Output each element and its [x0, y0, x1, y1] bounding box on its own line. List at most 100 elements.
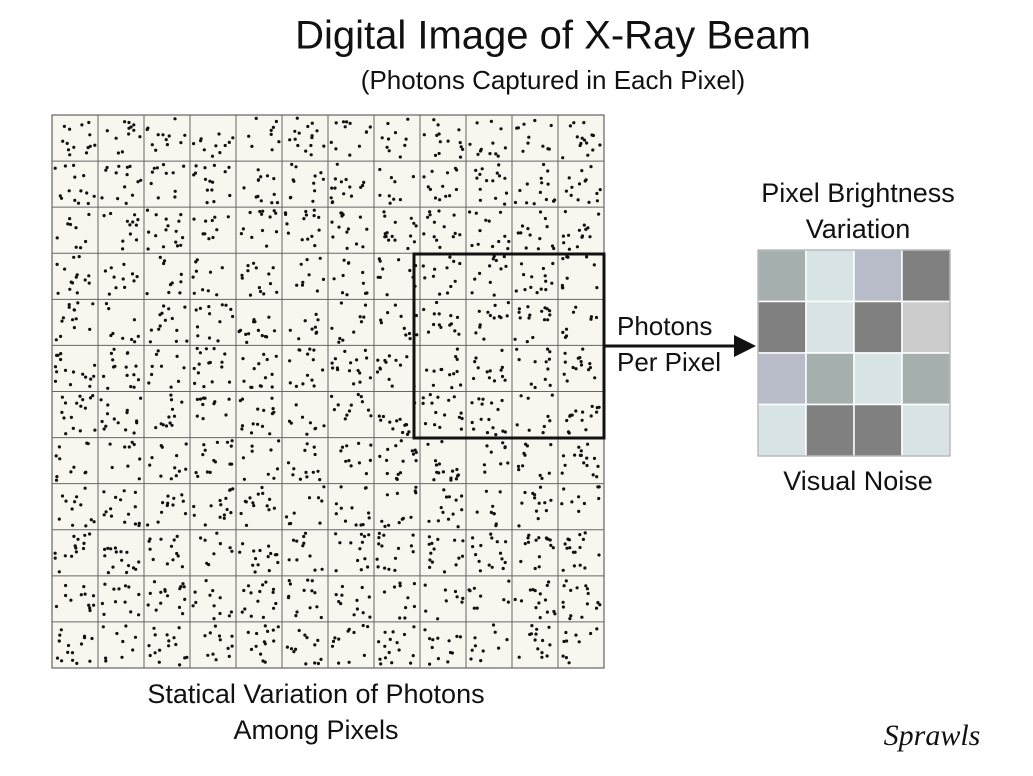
photon [227, 614, 231, 618]
photon [256, 178, 261, 182]
photon [218, 596, 222, 600]
photon [230, 549, 234, 553]
photon [175, 328, 179, 332]
photon [545, 610, 550, 614]
photon [563, 351, 567, 355]
photon [575, 245, 580, 249]
photon [162, 304, 166, 308]
photon [436, 395, 440, 399]
photon [548, 383, 552, 387]
photon [135, 419, 139, 423]
photon [116, 421, 120, 425]
photon [454, 498, 458, 502]
photon [244, 523, 249, 528]
photon [252, 504, 256, 508]
photon [338, 336, 342, 341]
photon [444, 599, 448, 603]
photon [132, 123, 136, 127]
photon [178, 663, 182, 667]
photon [319, 615, 323, 620]
photon [378, 259, 382, 263]
photon [125, 165, 129, 169]
photon [173, 189, 177, 193]
photon [588, 362, 592, 366]
photon [272, 476, 276, 480]
photon [518, 188, 522, 193]
photon [376, 275, 380, 279]
photon [127, 585, 131, 589]
photon [345, 444, 349, 448]
photon [294, 403, 298, 407]
photon [109, 333, 113, 338]
photon [455, 595, 459, 599]
photon [309, 143, 313, 148]
photon [525, 340, 529, 344]
photon [478, 187, 482, 191]
photon [507, 579, 511, 583]
photon [76, 537, 80, 541]
photon [379, 418, 383, 422]
photon [595, 410, 599, 414]
photon [592, 456, 597, 460]
photon [355, 607, 359, 611]
photon [434, 410, 438, 415]
photon [90, 636, 94, 641]
photon [339, 506, 343, 510]
photon [454, 477, 458, 481]
photon [541, 266, 546, 271]
noise-label: Visual Noise [783, 466, 933, 496]
photon [169, 477, 173, 481]
photon [167, 307, 171, 311]
photon [204, 219, 208, 223]
photon [382, 210, 386, 214]
photon [272, 639, 276, 643]
photon [249, 647, 254, 652]
photon [179, 141, 183, 145]
photon [395, 641, 399, 645]
photon [150, 143, 154, 147]
photon [379, 321, 383, 325]
photon [549, 443, 553, 447]
photon [498, 210, 503, 214]
photon [567, 176, 571, 180]
photon [342, 258, 346, 262]
photon [215, 531, 219, 535]
photon [167, 415, 171, 419]
photon [100, 601, 104, 606]
photon [125, 373, 129, 377]
photon [393, 238, 397, 242]
photon [113, 600, 118, 604]
photon [137, 477, 141, 481]
photon [438, 425, 442, 429]
photon [574, 367, 578, 371]
photon [549, 543, 553, 548]
photon [567, 538, 572, 542]
photon [245, 340, 249, 344]
photon [59, 628, 63, 632]
photon [125, 173, 129, 177]
photon [211, 180, 215, 184]
photon [563, 335, 568, 339]
photon [58, 633, 62, 637]
photon [368, 376, 372, 380]
photon [230, 644, 234, 648]
photon [340, 291, 345, 295]
photon [503, 202, 507, 206]
photon [287, 558, 291, 562]
photon [330, 186, 334, 190]
photon [88, 608, 92, 613]
photon [529, 285, 533, 289]
photon [171, 171, 175, 175]
photon [227, 380, 232, 384]
photon [410, 449, 414, 453]
photon [447, 398, 451, 402]
photon [275, 553, 279, 557]
photon [468, 210, 472, 214]
photon [106, 403, 110, 407]
photon [564, 327, 569, 331]
photon [254, 644, 258, 648]
photon [361, 270, 365, 275]
photon [303, 319, 307, 323]
photon [152, 626, 156, 630]
photon [501, 429, 505, 433]
